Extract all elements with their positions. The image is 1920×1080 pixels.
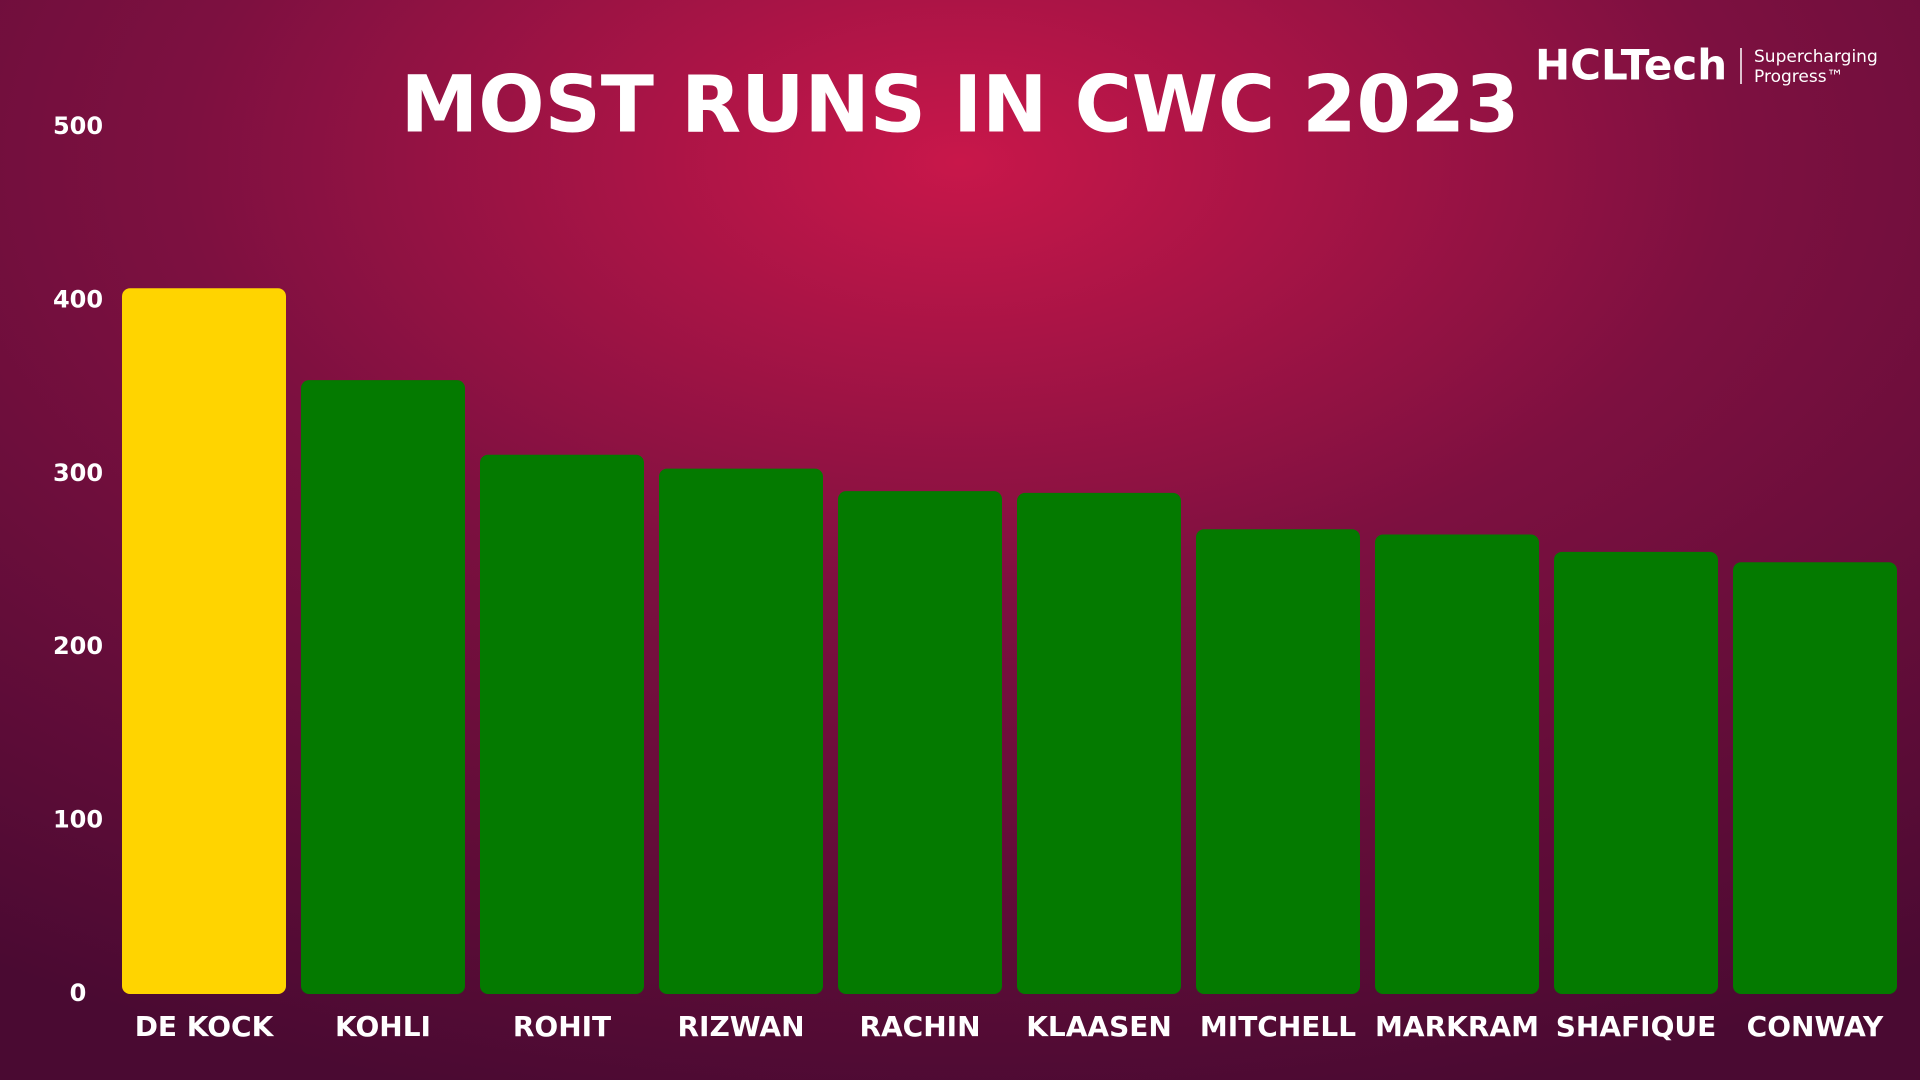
x-tick-label: CONWAY [1747, 1010, 1884, 1043]
y-tick-label: 100 [53, 806, 103, 834]
bar [1375, 534, 1539, 994]
x-tick-label: MARKRAM [1375, 1010, 1539, 1043]
y-tick-label: 200 [53, 632, 103, 660]
bar [1017, 492, 1181, 994]
bar [1733, 562, 1897, 994]
x-tick-label: RIZWAN [677, 1010, 804, 1043]
bar [480, 454, 644, 994]
tagline: Supercharging [1754, 47, 1878, 67]
logo: HCLTech [1535, 41, 1727, 90]
y-tick-label: 500 [53, 112, 103, 140]
bar [301, 380, 465, 994]
x-tick-label: KLAASEN [1026, 1010, 1172, 1043]
y-tick-label: 400 [53, 285, 103, 313]
x-tick-label: DE KOCK [135, 1010, 275, 1043]
y-tick-label: 300 [53, 459, 103, 487]
x-tick-label: RACHIN [859, 1010, 980, 1043]
bar [1554, 551, 1718, 994]
x-tick-label: MITCHELL [1200, 1010, 1356, 1043]
x-tick-label: KOHLI [335, 1010, 431, 1043]
bar [1196, 529, 1360, 994]
bar [659, 468, 823, 994]
x-tick-label: SHAFIQUE [1556, 1010, 1716, 1043]
tagline: Progress™ [1754, 67, 1844, 87]
bar [122, 288, 286, 995]
bar [838, 491, 1002, 994]
y-tick-label: 0 [70, 979, 87, 1007]
x-tick-label: ROHIT [513, 1010, 611, 1043]
chart-title: MOST RUNS IN CWC 2023 [401, 60, 1520, 150]
